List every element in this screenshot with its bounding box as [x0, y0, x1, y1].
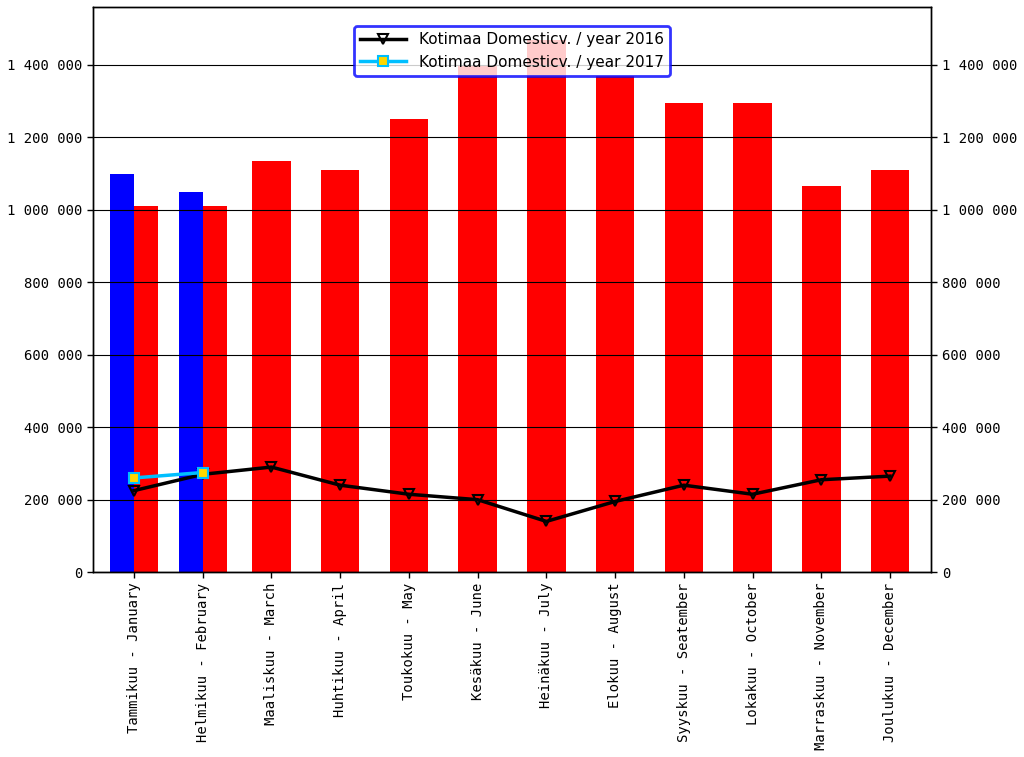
- Bar: [870, 170, 909, 572]
- Kotimaa Domesticv. / year 2016: [609, 497, 622, 506]
- Kotimaa Domesticv. / year 2016: [541, 517, 553, 526]
- Bar: [110, 173, 134, 572]
- Kotimaa Domesticv. / year 2016: [678, 481, 690, 490]
- Kotimaa Domesticv. / year 2016: [128, 486, 140, 495]
- Kotimaa Domesticv. / year 2016: [402, 490, 415, 499]
- Kotimaa Domesticv. / year 2016: [334, 481, 346, 490]
- Bar: [178, 192, 203, 572]
- Line: Kotimaa Domesticv. / year 2017: Kotimaa Domesticv. / year 2017: [129, 468, 208, 483]
- Bar: [321, 170, 359, 572]
- Bar: [802, 186, 841, 572]
- Bar: [134, 206, 158, 572]
- Bar: [665, 103, 703, 572]
- Bar: [203, 206, 226, 572]
- Kotimaa Domesticv. / year 2016: [265, 463, 278, 472]
- Kotimaa Domesticv. / year 2016: [746, 490, 759, 499]
- Line: Kotimaa Domesticv. / year 2016: Kotimaa Domesticv. / year 2016: [129, 463, 895, 526]
- Kotimaa Domesticv. / year 2016: [471, 495, 483, 504]
- Legend: Kotimaa Domesticv. / year 2016, Kotimaa Domesticv. / year 2017: Kotimaa Domesticv. / year 2016, Kotimaa …: [354, 26, 670, 76]
- Kotimaa Domesticv. / year 2016: [815, 475, 827, 484]
- Kotimaa Domesticv. / year 2017: [197, 468, 209, 477]
- Bar: [527, 39, 565, 572]
- Kotimaa Domesticv. / year 2016: [884, 472, 896, 481]
- Bar: [252, 161, 291, 572]
- Kotimaa Domesticv. / year 2016: [197, 470, 209, 479]
- Bar: [596, 76, 634, 572]
- Kotimaa Domesticv. / year 2017: [128, 473, 140, 482]
- Bar: [390, 120, 428, 572]
- Bar: [459, 65, 497, 572]
- Bar: [733, 103, 772, 572]
